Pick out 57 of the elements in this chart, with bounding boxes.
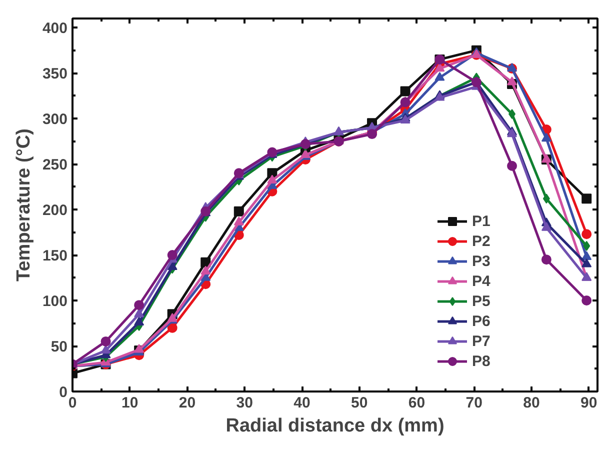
point bbox=[267, 174, 278, 184]
point bbox=[541, 222, 552, 231]
point bbox=[583, 240, 590, 251]
point bbox=[582, 296, 592, 306]
legend-label: P4 bbox=[472, 272, 492, 290]
point bbox=[100, 344, 111, 354]
x-tick-label: 90 bbox=[580, 394, 598, 412]
x-tick-label: 60 bbox=[408, 394, 426, 412]
point bbox=[167, 250, 178, 260]
point bbox=[582, 251, 592, 260]
legend-label: P5 bbox=[472, 292, 492, 310]
x-tick-label: 10 bbox=[122, 394, 138, 412]
legend-label: P2 bbox=[472, 232, 492, 250]
point bbox=[200, 266, 211, 275]
point bbox=[134, 316, 144, 326]
point bbox=[507, 76, 518, 86]
point bbox=[541, 132, 552, 142]
point bbox=[582, 258, 592, 268]
point bbox=[508, 109, 516, 120]
x-tick-label: 80 bbox=[523, 394, 540, 412]
y-tick-label: 300 bbox=[42, 111, 68, 128]
point bbox=[134, 300, 144, 310]
legend-label: P6 bbox=[472, 312, 492, 330]
x-axis-title: Radial distance dx (mm) bbox=[226, 416, 444, 436]
point bbox=[400, 86, 410, 96]
x-tick-label: 30 bbox=[236, 394, 253, 412]
y-tick-label: 0 bbox=[59, 384, 68, 401]
x-tick-label: 50 bbox=[351, 394, 368, 412]
y-tick-label: 400 bbox=[42, 20, 68, 38]
y-tick-label: 100 bbox=[42, 293, 68, 310]
point bbox=[541, 254, 552, 265]
legend-label: P8 bbox=[472, 352, 492, 370]
x-tick-label: 70 bbox=[466, 394, 482, 412]
y-tick-label: 50 bbox=[50, 338, 68, 356]
point bbox=[582, 194, 592, 204]
point bbox=[134, 344, 144, 353]
point bbox=[134, 308, 144, 318]
point bbox=[167, 261, 178, 270]
x-tick-label: 40 bbox=[294, 394, 310, 412]
legend-label: P7 bbox=[472, 332, 492, 350]
point bbox=[542, 194, 550, 204]
y-tick-label: 200 bbox=[42, 202, 68, 220]
point bbox=[167, 322, 178, 333]
y-axis-title: Temperature (°C) bbox=[13, 128, 34, 282]
y-tick-label: 250 bbox=[42, 156, 68, 174]
point bbox=[434, 72, 445, 81]
point bbox=[582, 229, 592, 240]
legend-label: P3 bbox=[472, 252, 492, 270]
x-tick-label: 20 bbox=[178, 394, 196, 412]
point bbox=[234, 216, 244, 226]
y-tick-label: 150 bbox=[42, 248, 68, 265]
y-tick-label: 350 bbox=[42, 66, 68, 83]
point bbox=[100, 336, 111, 346]
point bbox=[507, 160, 518, 171]
point bbox=[234, 206, 244, 216]
point bbox=[434, 62, 445, 72]
legend-label: P1 bbox=[472, 212, 492, 230]
